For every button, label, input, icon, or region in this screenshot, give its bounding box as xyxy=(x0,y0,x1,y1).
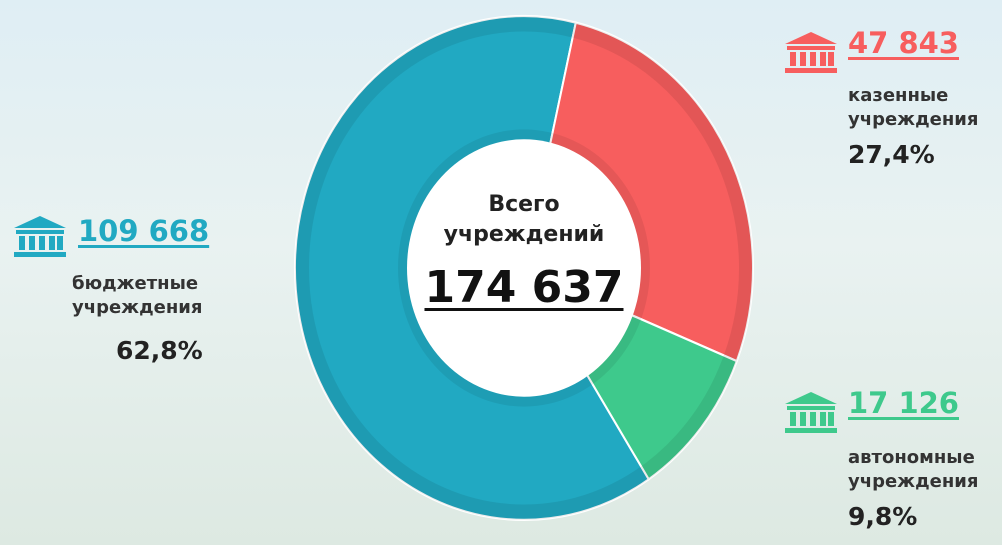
share-label: 9,8% xyxy=(848,502,917,531)
center-title: Всего учреждений xyxy=(424,190,624,250)
value-label: 47 843 xyxy=(848,26,959,60)
category-label: казенные учреждения xyxy=(848,84,998,132)
building-icon xyxy=(783,390,839,438)
building-icon xyxy=(783,30,839,78)
share-label: 27,4% xyxy=(848,140,935,169)
total: 174 637 xyxy=(394,262,654,313)
building-icon xyxy=(12,214,68,262)
category-label: бюджетные учреждения xyxy=(72,272,222,320)
value-label: 17 126 xyxy=(848,386,959,420)
infographic: Всего учреждений 174 637 109 668 бюджетны… xyxy=(0,0,1002,545)
value-label: 109 668 xyxy=(78,214,209,248)
share-label: 62,8% xyxy=(116,336,203,365)
category-label: автономные учреждения xyxy=(848,446,998,494)
